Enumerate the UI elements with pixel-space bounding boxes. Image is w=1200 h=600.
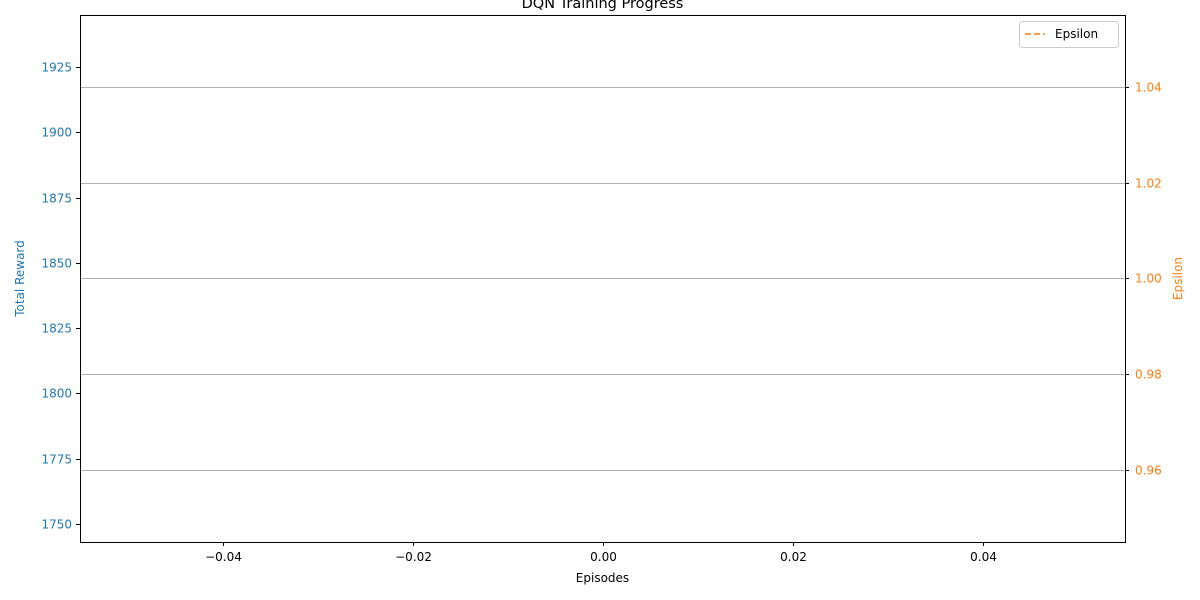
left-y-tick-label: 1925 [41,61,72,75]
left-y-tick-label: 1825 [41,322,72,336]
legend: Epsilon [1019,21,1119,48]
left-y-tick-label: 1775 [41,453,72,467]
x-tick-label: 0.04 [970,550,997,564]
right-y-tick-label: 0.96 [1135,464,1162,478]
left-y-axis-label: Total Reward [13,240,27,318]
left-y-tick-label: 1850 [41,257,72,271]
left-y-tick-label: 1875 [41,192,72,206]
right-y-tick-label: 0.98 [1135,368,1162,382]
left-y-axis-ticks: 1750 1775 1800 1825 1850 1875 1900 1925 [41,61,80,532]
right-y-tick-label: 1.04 [1135,81,1162,95]
right-y-axis-label: Epsilon [1171,257,1185,300]
chart-title: DQN Training Progress [522,0,684,12]
x-axis-label: Episodes [576,571,629,585]
right-y-axis-ticks: 0.96 0.98 1.00 1.02 1.04 [1125,81,1162,478]
left-y-tick-label: 1750 [41,518,72,532]
x-tick-label: −0.04 [205,550,242,564]
legend-box [1019,21,1119,48]
left-y-tick-label: 1800 [41,387,72,401]
x-axis-ticks: −0.04 −0.02 0.00 0.02 0.04 [205,542,997,564]
x-tick-label: 0.02 [780,550,807,564]
right-y-tick-label: 1.02 [1135,177,1162,191]
gridlines [80,87,1125,471]
x-tick-label: 0.00 [590,550,617,564]
right-y-tick-label: 1.00 [1135,272,1162,286]
left-y-tick-label: 1900 [41,126,72,140]
legend-label: Epsilon [1055,27,1098,41]
x-tick-label: −0.02 [395,550,432,564]
